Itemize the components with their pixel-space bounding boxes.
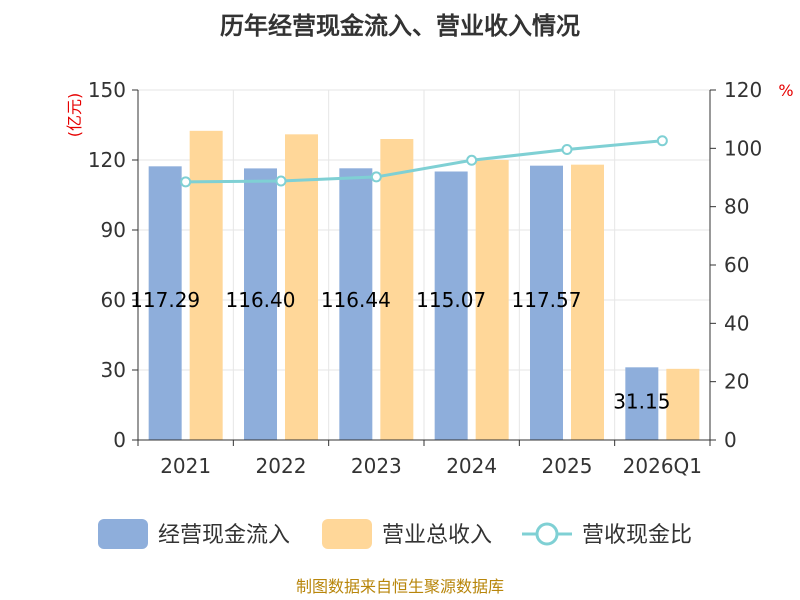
legend: 经营现金流入 营业总收入 营收现金比 xyxy=(98,519,692,549)
bar-marks xyxy=(148,130,700,441)
ratio-point xyxy=(370,171,382,183)
x-tick-label: 2024 xyxy=(446,454,497,478)
ratio-point xyxy=(656,135,668,147)
bar-cash-inflow xyxy=(434,171,468,440)
source-note: 制图数据来自恒生聚源数据库 xyxy=(296,577,504,596)
data-label-cash-inflow: 31.15 xyxy=(613,389,670,413)
left-tick-label: 120 xyxy=(88,148,126,172)
legend-swatch-revenue xyxy=(322,519,372,549)
bar-revenue xyxy=(285,134,318,441)
left-tick-label: 150 xyxy=(88,78,126,102)
right-tick-label: 60 xyxy=(724,253,749,277)
bar-cash-inflow xyxy=(530,165,563,441)
ratio-point xyxy=(561,144,573,155)
ratio-line xyxy=(180,135,668,188)
bar-revenue xyxy=(189,130,223,441)
left-tick-label: 90 xyxy=(101,218,126,242)
left-axis-unit: (亿元) xyxy=(65,93,84,138)
legend-label-ratio: 营收现金比 xyxy=(582,523,692,548)
data-label-cash-inflow: 116.44 xyxy=(321,288,391,312)
chart-title: 历年经营现金流入、营业收入情况 xyxy=(220,12,580,40)
left-tick-label: 60 xyxy=(101,288,126,312)
right-tick-label: 0 xyxy=(724,428,737,452)
legend-marker-ratio xyxy=(535,522,559,546)
bar-revenue xyxy=(666,368,700,440)
axes: 0 30 60 90 120 150 0 20 40 60 80 100 120 2021 2022 2023… xyxy=(88,78,762,478)
data-labels: 117.29 116.40 116.44 115.07 117.57 31.15 xyxy=(130,288,670,413)
data-label-cash-inflow: 115.07 xyxy=(416,288,486,312)
bar-cash-inflow xyxy=(244,168,277,440)
bar-cash-inflow xyxy=(339,168,373,440)
ratio-point xyxy=(180,176,192,188)
data-label-cash-inflow: 117.57 xyxy=(512,288,582,312)
x-tick-label: 2022 xyxy=(256,454,307,478)
legend-swatch-cash-inflow xyxy=(98,519,148,549)
ratio-point xyxy=(275,175,287,187)
bar-revenue xyxy=(571,164,604,440)
right-tick-label: 40 xyxy=(724,311,749,335)
data-label-cash-inflow: 116.40 xyxy=(226,288,296,312)
left-tick-label: 0 xyxy=(113,428,126,452)
x-tick-label: 2025 xyxy=(542,454,593,478)
right-axis-unit: % xyxy=(778,81,793,100)
x-tick-label: 2021 xyxy=(160,454,211,478)
right-tick-label: 80 xyxy=(724,195,749,219)
data-label-cash-inflow: 117.29 xyxy=(130,288,200,312)
grid-lines xyxy=(137,89,711,441)
x-tick-label: 2026Q1 xyxy=(623,454,702,478)
legend-label-revenue: 营业总收入 xyxy=(382,523,492,548)
right-tick-label: 120 xyxy=(724,78,762,102)
right-tick-label: 20 xyxy=(724,370,749,394)
right-tick-label: 100 xyxy=(724,136,762,160)
bar-revenue xyxy=(475,160,509,440)
legend-label-cash-inflow: 经营现金流入 xyxy=(158,523,290,548)
bar-cash-inflow xyxy=(148,166,182,440)
ratio-point xyxy=(466,154,478,166)
x-tick-label: 2023 xyxy=(351,454,402,478)
bar-revenue xyxy=(380,139,414,440)
bar-cash-inflow xyxy=(625,367,659,440)
ratio-line-path xyxy=(185,139,663,184)
left-tick-label: 30 xyxy=(101,358,126,382)
